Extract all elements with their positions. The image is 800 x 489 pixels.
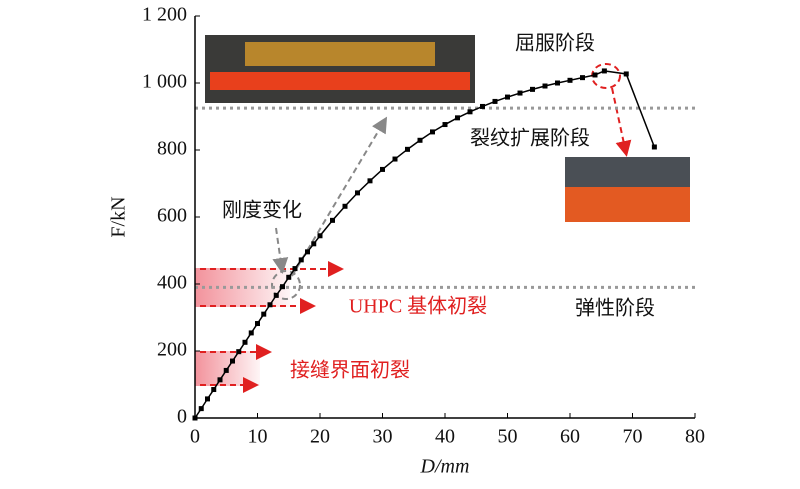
x-tick-label: 0	[190, 426, 200, 448]
data-point	[205, 396, 210, 402]
data-point	[255, 321, 260, 327]
data-point	[223, 367, 229, 373]
data-point	[211, 387, 217, 393]
data-point	[530, 86, 535, 92]
data-point	[230, 358, 235, 364]
data-point	[467, 109, 473, 115]
data-point	[330, 217, 335, 223]
data-point	[305, 249, 310, 255]
data-point	[430, 129, 435, 135]
photos	[205, 35, 690, 222]
data-point	[236, 349, 242, 355]
y-tick-label: 600	[157, 205, 187, 227]
y-tick-label: 1 000	[142, 71, 187, 93]
data-point	[651, 144, 657, 150]
data-point	[492, 98, 498, 104]
y-tick-label: 400	[157, 272, 187, 294]
data-point	[342, 203, 348, 209]
y-tick-label: 200	[157, 339, 187, 361]
data-point	[311, 241, 317, 247]
data-point	[480, 103, 485, 109]
data-point	[380, 166, 385, 172]
data-point	[542, 83, 548, 89]
x-tick-label: 80	[685, 426, 705, 448]
data-point	[442, 122, 448, 128]
data-point	[567, 77, 573, 83]
data-point	[292, 266, 298, 272]
data-point	[273, 292, 279, 298]
annotation: 屈服阶段	[515, 32, 595, 55]
data-point	[555, 80, 560, 86]
data-point	[298, 257, 304, 263]
data-line	[194, 70, 656, 419]
x-tick-label: 70	[623, 426, 643, 448]
data-point	[623, 71, 629, 77]
y-tick-label: 0	[177, 406, 187, 428]
data-point	[355, 190, 360, 196]
data-point	[405, 146, 410, 152]
data-point	[242, 339, 248, 345]
data-point	[248, 330, 254, 336]
annotation: 裂纹扩展阶段	[470, 127, 590, 150]
x-tick-label: 40	[435, 426, 455, 448]
y-tick-label: 800	[157, 138, 187, 160]
annotation: 弹性阶段	[575, 297, 655, 320]
annotation: UHPC 基体初裂	[349, 295, 487, 318]
x-tick-label: 50	[498, 426, 518, 448]
x-tick-label: 60	[560, 426, 580, 448]
x-tick-label: 10	[248, 426, 268, 448]
data-point	[261, 311, 267, 317]
data-point	[592, 72, 598, 78]
data-point	[580, 75, 585, 81]
data-point	[455, 115, 460, 121]
data-point	[280, 284, 285, 290]
data-point	[286, 274, 292, 280]
annotation: 接缝界面初裂	[290, 359, 410, 382]
annotation: 刚度变化	[222, 199, 302, 222]
data-point	[505, 94, 510, 100]
data-point	[392, 156, 398, 162]
data-point	[517, 90, 523, 96]
data-point	[192, 415, 198, 421]
data-point	[267, 302, 273, 308]
data-point	[367, 178, 373, 184]
data-point	[417, 137, 423, 143]
data-point	[601, 68, 607, 74]
bands	[195, 63, 632, 393]
x-tick-label: 20	[310, 426, 330, 448]
x-axis-label: D/mm	[420, 456, 470, 478]
data-point	[198, 406, 204, 412]
x-tick-label: 30	[373, 426, 393, 448]
data-point	[317, 233, 323, 239]
data-point	[217, 377, 223, 383]
y-tick-label: 1 200	[142, 4, 187, 26]
y-axis-label: F/kN	[108, 196, 130, 237]
